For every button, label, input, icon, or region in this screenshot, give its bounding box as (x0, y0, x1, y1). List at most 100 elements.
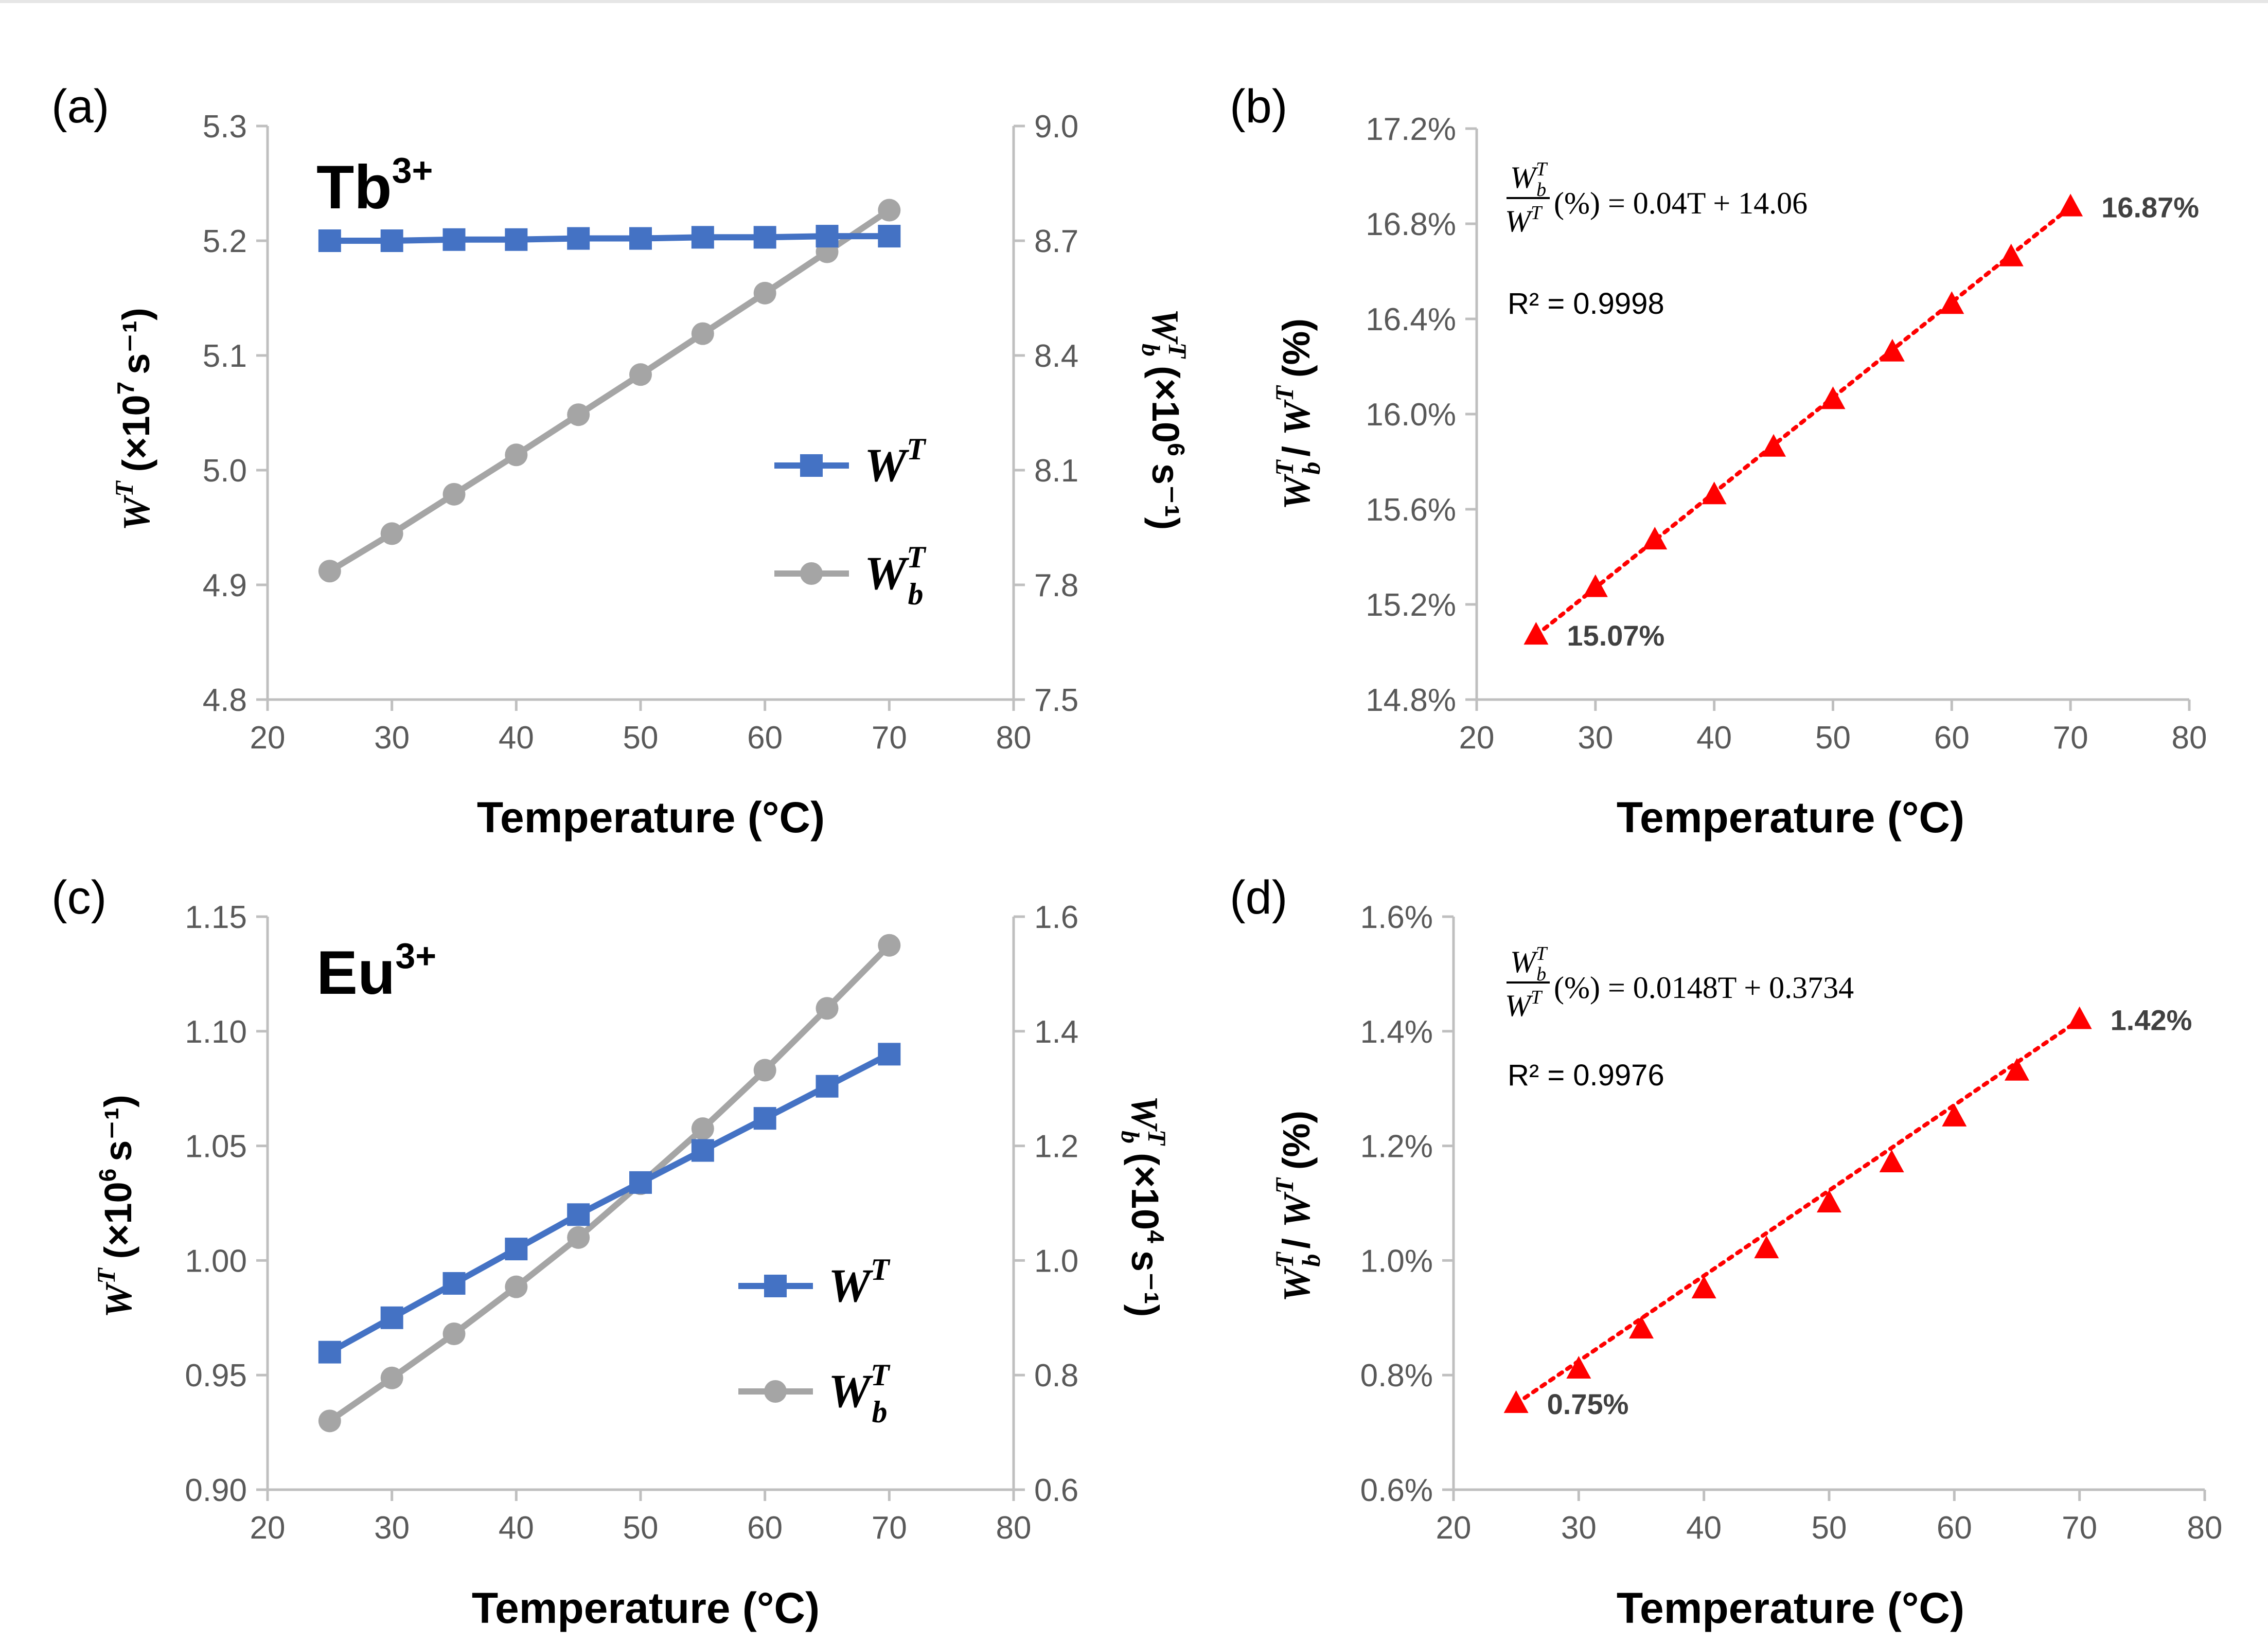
data-point-wt-a (567, 227, 590, 250)
panel-a: (a) Tb3+ 4.8 4.9 5.0 5.1 5.2 5.3 20 30 40 50 60 70 8… (51, 80, 1192, 842)
data-point-wt-c (318, 1341, 341, 1364)
y-tick-label-b: 16.8% (1366, 207, 1456, 242)
data-point-wt-c (691, 1139, 714, 1162)
y-tick-label-b: 17.2% (1366, 112, 1456, 147)
data-point-wt-c (380, 1306, 403, 1329)
x-tick-label-a: 40 (499, 720, 534, 756)
data-point-wt-a (629, 227, 652, 250)
legend-label-wbt-a: WT b (864, 540, 927, 611)
x-tick-label-c: 50 (623, 1510, 659, 1546)
x-tick-label-d: 40 (1686, 1510, 1722, 1546)
data-point-wt-c (753, 1107, 776, 1130)
legend-marker-wbt-a (800, 562, 823, 585)
series-line-wbt-a (328, 207, 891, 574)
y-tick-label-d: 1.4% (1360, 1014, 1433, 1050)
data-point-wt-a (505, 228, 528, 251)
panel-d: (d) 0.6% 0.8% 1.0% 1.2% 1.4% 1.6% 20 30 40 50 60 70… (1230, 871, 2222, 1632)
data-point-wbt-a (505, 443, 528, 467)
data-point-b (1939, 291, 1964, 314)
x-tick-label-c: 40 (499, 1510, 534, 1546)
data-point-wt-c (629, 1171, 652, 1194)
data-label-first-d: 0.75% (1547, 1388, 1629, 1420)
data-point-d (2005, 1058, 2029, 1081)
data-label-last-d: 1.42% (2111, 1004, 2192, 1037)
ion-label-tb: Tb3+ (316, 150, 433, 222)
y-tick-label-d: 1.2% (1360, 1129, 1433, 1165)
x-tick-label-d: 70 (2062, 1510, 2097, 1546)
x-tick-label-c: 60 (747, 1510, 783, 1546)
y-axis-title-d: WTb/ WT(%) (1270, 1111, 1325, 1302)
eq-denominator-b: WT (1505, 202, 1543, 238)
y2-tick-label-c: 1.0 (1034, 1243, 1078, 1279)
legend-c: WT WT b (738, 1253, 891, 1429)
x-tick-label-b: 70 (2053, 720, 2088, 756)
legend-label-wbt-c: WT b (828, 1358, 891, 1429)
data-point-wt-c (878, 1043, 901, 1066)
data-point-wt-a (380, 229, 403, 252)
x-tick-label-b: 60 (1934, 720, 1970, 756)
panel-label-c: (c) (51, 871, 107, 924)
data-point-b (1523, 622, 1549, 645)
y-tick-label-a: 5.1 (203, 338, 247, 374)
data-point-d (1566, 1356, 1591, 1379)
trendline-equation-d: WT b WT (%) = 0.0148T + 0.3734 (1505, 943, 1854, 1023)
data-point-wt-a (753, 226, 776, 249)
data-point-b (1820, 386, 1846, 409)
data-point-d (1754, 1236, 1779, 1259)
x-tick-label-b: 20 (1459, 720, 1495, 756)
series-line-wbt-c (328, 943, 892, 1424)
data-point-wt-c (816, 1075, 839, 1098)
plot-area-b: 14.8% 15.2% 15.6% 16.0% 16.4% 16.8% 17.2% 20 30 4… (1366, 112, 2207, 756)
y2-tick-label-c: 0.8 (1034, 1358, 1078, 1393)
y-tick-label-c: 1.05 (185, 1129, 247, 1165)
x-tick-label-a: 60 (747, 720, 783, 756)
legend-marker-wt-a (800, 454, 823, 477)
y2-tick-label-a: 7.8 (1034, 568, 1078, 603)
data-point-b (1583, 574, 1608, 597)
data-point-wt-a (878, 225, 901, 248)
x-tick-label-c: 20 (250, 1510, 286, 1546)
equation-d: (%) = 0.0148T + 0.3734 (1554, 971, 1854, 1005)
y-tick-label-b: 15.6% (1366, 492, 1456, 528)
x-tick-label-d: 50 (1812, 1510, 1847, 1546)
data-point-wbt-a (318, 560, 341, 583)
x-tick-label-b: 80 (2172, 720, 2207, 756)
x-tick-label-a: 70 (872, 720, 907, 756)
data-point-wbt-c (691, 1117, 714, 1140)
y2-tick-label-c: 0.6 (1034, 1473, 1078, 1508)
trendline-d (1514, 1017, 2082, 1406)
x-axis-title-a: Temperature (°C) (477, 793, 825, 842)
data-point-wt-c (567, 1203, 590, 1226)
y2-tick-label-a: 8.4 (1034, 338, 1078, 374)
data-point-wbt-c (878, 934, 901, 957)
data-point-wt-c (442, 1272, 466, 1295)
data-point-b (1998, 243, 2024, 266)
data-point-b (1642, 527, 1668, 550)
y-tick-label-c: 0.90 (185, 1473, 247, 1508)
y2-axis-title-c: WTb(×104s⁻¹) (1116, 1096, 1172, 1317)
ion-label-eu: Eu3+ (316, 936, 436, 1007)
y-tick-label-a: 5.2 (203, 224, 247, 259)
x-tick-label-b: 50 (1815, 720, 1851, 756)
data-point-wbt-c (442, 1322, 466, 1345)
y-tick-label-a: 5.0 (203, 453, 247, 489)
data-point-d (1817, 1190, 1841, 1212)
x-tick-label-b: 40 (1696, 720, 1732, 756)
data-point-wbt-c (753, 1059, 776, 1082)
x-axis-title-c: Temperature (°C) (472, 1584, 820, 1632)
r-squared-b: R² = 0.9998 (1508, 287, 1664, 320)
trendline-equation-b: WT b WT (%) = 0.04T + 14.06 (1505, 158, 1808, 238)
x-tick-label-d: 30 (1561, 1510, 1597, 1546)
y-tick-label-b: 14.8% (1366, 683, 1456, 718)
y-tick-label-d: 0.8% (1360, 1358, 1433, 1393)
y-tick-label-d: 0.6% (1360, 1473, 1433, 1508)
x-tick-label-d: 60 (1937, 1510, 1972, 1546)
data-point-b (1761, 434, 1786, 457)
data-point-wt-a (816, 225, 839, 248)
data-point-wbt-a (442, 483, 466, 506)
y2-tick-label-a: 8.1 (1034, 453, 1078, 489)
y-tick-label-a: 5.3 (203, 109, 247, 145)
eq-numerator-b: WT b (1510, 158, 1548, 201)
